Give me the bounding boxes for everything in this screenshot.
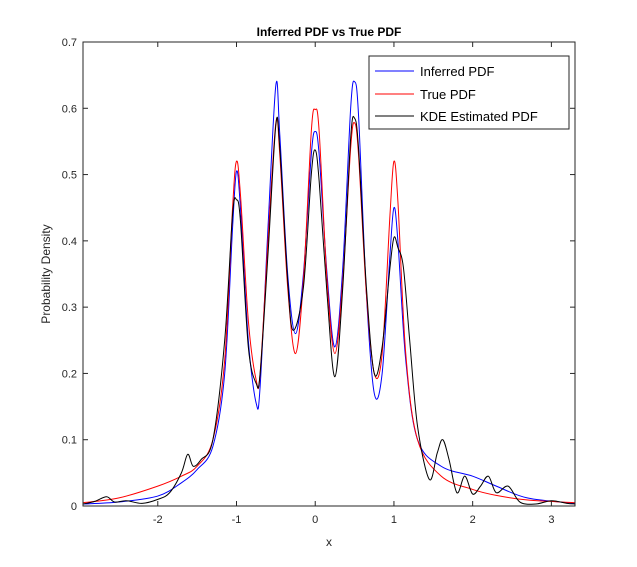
- x-tick-label: 3: [548, 514, 554, 526]
- x-axis-label: x: [326, 535, 332, 549]
- y-tick-label: 0.7: [62, 37, 77, 49]
- series-line-true-pdf: [82, 108, 576, 504]
- series-layer: [82, 80, 576, 505]
- y-tick-label: 0.4: [62, 236, 77, 248]
- x-tick-label: -2: [153, 514, 163, 526]
- legend-label-inferred: Inferred PDF: [420, 64, 494, 79]
- series-line-inferred-pdf: [82, 80, 576, 505]
- x-tick-label: 2: [470, 514, 476, 526]
- y-tick-label: 0.6: [62, 103, 77, 115]
- y-tick-label: 0.3: [62, 302, 77, 314]
- x-tick-label: 0: [312, 514, 318, 526]
- y-tick-label: 0.2: [62, 368, 77, 380]
- legend-label-kde: KDE Estimated PDF: [420, 109, 538, 124]
- axes-box: [82, 41, 576, 507]
- legend: Inferred PDF True PDF KDE Estimated PDF: [368, 55, 570, 130]
- y-tick-label: 0.1: [62, 435, 77, 447]
- legend-label-true: True PDF: [420, 87, 476, 102]
- y-ticks: 0 0.1 0.2 0.3 0.4 0.5 0.6 0.7: [62, 37, 575, 513]
- y-tick-label: 0: [71, 501, 77, 513]
- chart-title: Inferred PDF vs True PDF: [257, 25, 402, 39]
- series-line-kde-estimated-pdf: [82, 115, 576, 505]
- legend-box: [368, 55, 570, 130]
- axes-layer: [82, 41, 576, 507]
- x-tick-label: -1: [232, 514, 242, 526]
- y-tick-label: 0.5: [62, 170, 77, 182]
- y-axis-label: Probability Density: [39, 224, 53, 323]
- x-tick-label: 1: [391, 514, 397, 526]
- x-ticks: -2 -1 0 1 2 3: [153, 42, 554, 526]
